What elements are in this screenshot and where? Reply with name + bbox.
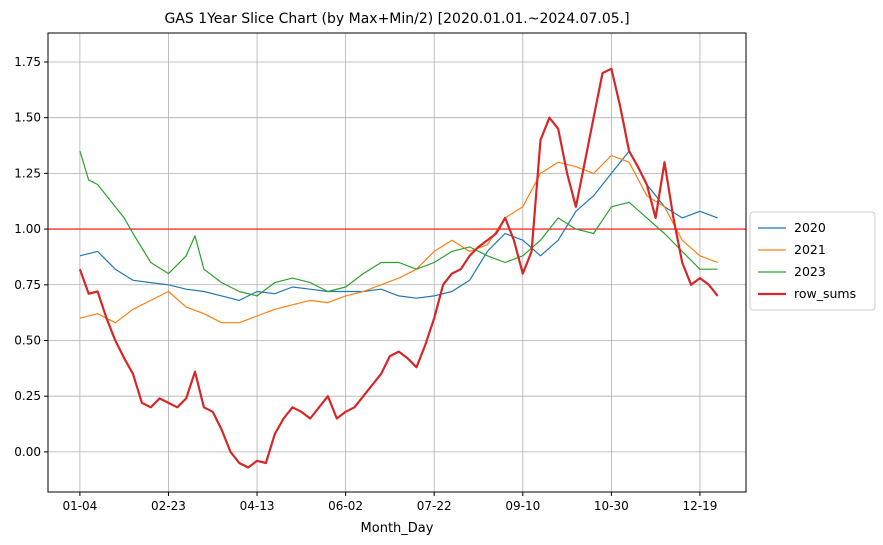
x-axis-label: Month_Day bbox=[361, 521, 434, 536]
y-axis-ticks: 0.00 0.25 0.50 0.75 1.00 1.25 1.50 1.75 bbox=[14, 55, 48, 459]
legend-label: 2021 bbox=[794, 242, 826, 257]
series-line-2021 bbox=[79, 154, 718, 324]
legend-label: 2020 bbox=[794, 220, 826, 235]
y-tick-label: 1.25 bbox=[14, 166, 41, 180]
x-tick-label: 12-19 bbox=[683, 499, 718, 513]
series-lines bbox=[78, 67, 719, 469]
x-tick-label: 06-02 bbox=[328, 499, 363, 513]
x-tick-label: 04-13 bbox=[240, 499, 275, 513]
legend: 2020 2021 2023 row_sums bbox=[749, 211, 876, 311]
legend-label: 2023 bbox=[794, 264, 826, 279]
series-line-row-sums bbox=[78, 67, 719, 469]
y-tick-label: 0.50 bbox=[14, 333, 41, 347]
y-tick-label: 0.00 bbox=[14, 445, 41, 459]
y-tick-label: 1.00 bbox=[14, 222, 41, 236]
y-tick-label: 1.75 bbox=[14, 55, 41, 69]
x-tick-label: 07-22 bbox=[417, 499, 452, 513]
plot-area-frame bbox=[47, 32, 747, 493]
x-tick-label: 01-04 bbox=[62, 499, 97, 513]
series-line-2023 bbox=[79, 150, 718, 297]
y-tick-label: 0.25 bbox=[14, 389, 41, 403]
y-tick-label: 0.75 bbox=[14, 278, 41, 292]
series-line-2020 bbox=[79, 150, 718, 301]
x-tick-label: 09-10 bbox=[505, 499, 540, 513]
y-tick-label: 1.50 bbox=[14, 111, 41, 125]
x-tick-label: 10-30 bbox=[594, 499, 629, 513]
legend-box bbox=[749, 211, 876, 311]
x-tick-label: 02-23 bbox=[151, 499, 186, 513]
chart-title: GAS 1Year Slice Chart (by Max+Min/2) [20… bbox=[164, 11, 629, 27]
legend-label: row_sums bbox=[794, 286, 856, 301]
x-axis-ticks: 01-04 02-23 04-13 06-02 07-22 09-10 10-30 12-19 bbox=[62, 492, 717, 513]
